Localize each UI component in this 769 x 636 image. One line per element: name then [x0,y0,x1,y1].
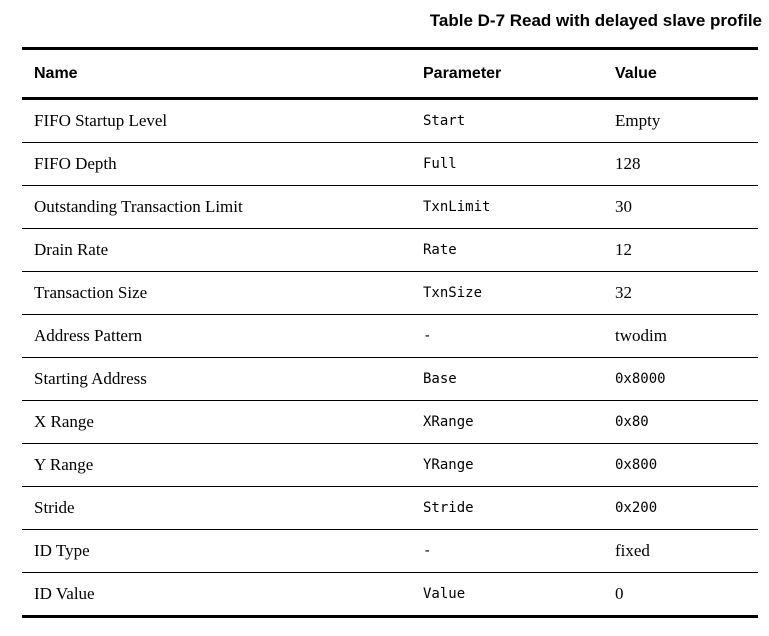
column-header-parameter: Parameter [423,64,502,82]
table-header: Name Parameter Value [22,48,758,99]
cell-value: 0 [615,584,624,603]
table-row: Address Pattern - twodim [22,314,758,358]
cell-parameter: Start [423,113,466,129]
table-body: FIFO Startup Level Start Empty FIFO Dept… [22,99,758,617]
cell-parameter: Value [423,586,466,602]
cell-value: 0x800 [615,457,658,473]
cell-name: Starting Address [34,369,147,388]
profile-table: Name Parameter Value FIFO Startup Level … [22,47,758,618]
column-header-name: Name [34,64,78,82]
cell-name: Drain Rate [34,240,109,259]
cell-parameter: Stride [423,500,474,516]
table-row: X Range XRange 0x80 [22,400,758,444]
cell-value: 0x80 [615,414,649,430]
cell-value: 128 [615,154,641,173]
cell-value: fixed [615,541,650,560]
table-row: FIFO Startup Level Start Empty [22,99,758,143]
table-row: Outstanding Transaction Limit TxnLimit 3… [22,185,758,229]
cell-parameter: - [423,543,432,559]
table-row: FIFO Depth Full 128 [22,142,758,186]
cell-name: ID Value [34,584,95,603]
table-row: Starting Address Base 0x8000 [22,357,758,401]
cell-name: ID Type [34,541,90,560]
cell-name: Outstanding Transaction Limit [34,197,243,216]
cell-parameter: Rate [423,242,457,258]
cell-name: Address Pattern [34,326,143,345]
cell-parameter: Base [423,371,457,387]
table-caption: Table D-7 Read with delayed slave profil… [429,11,762,30]
table-row: Y Range YRange 0x800 [22,443,758,487]
cell-value: twodim [615,326,667,345]
table-row: ID Type - fixed [22,529,758,573]
cell-name: Stride [34,498,75,517]
cell-parameter: Full [423,156,457,172]
table-row: Stride Stride 0x200 [22,486,758,530]
cell-parameter: TxnSize [423,285,483,301]
header-row: Name Parameter Value [22,48,758,99]
cell-name: X Range [34,412,94,431]
cell-value: Empty [615,111,661,130]
table-row: Drain Rate Rate 12 [22,228,758,272]
cell-parameter: - [423,328,432,344]
cell-name: FIFO Startup Level [34,111,168,130]
column-header-value: Value [615,64,657,82]
cell-parameter: TxnLimit [423,199,491,215]
cell-parameter: XRange [423,414,474,430]
cell-value: 32 [615,283,632,302]
cell-value: 30 [615,197,632,216]
cell-parameter: YRange [423,457,474,473]
cell-name: Y Range [34,455,94,474]
cell-name: FIFO Depth [34,154,117,173]
cell-value: 0x200 [615,500,658,516]
table-row: ID Value Value 0 [22,572,758,617]
cell-name: Transaction Size [34,283,148,302]
table-row: Transaction Size TxnSize 32 [22,271,758,315]
cell-value: 12 [615,240,632,259]
cell-value: 0x8000 [615,371,666,387]
